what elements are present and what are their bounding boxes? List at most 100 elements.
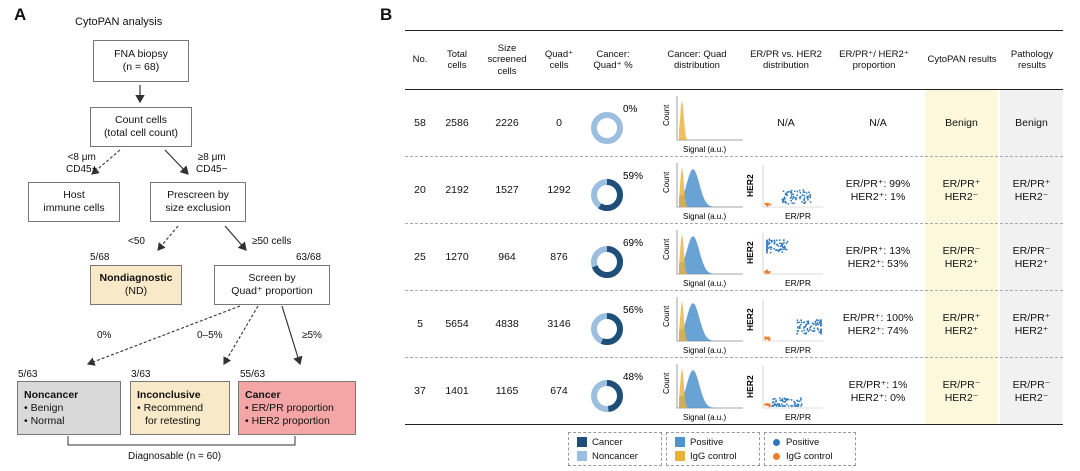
scatter-positive-point [771,405,773,407]
donut-chart: 56% [591,305,643,345]
scatter-positive-point [810,325,812,328]
legend-scatter: Positive IgG control [764,432,856,466]
top-rule [405,30,1063,31]
scatter-positive-point [775,239,778,242]
header-erpr-vs-her2: ER/PR vs. HER2 distribution [750,48,822,72]
cancer-box: Cancer • ER/PR proportion • HER2 proport… [238,381,356,435]
lt50-label: <50 [128,236,145,247]
scatter-positive-point [801,194,804,196]
header-cancer-quad-dist: Cancer: Quad distribution [667,48,727,72]
nd-count: 5/68 [90,252,110,263]
scatter-axes [762,366,823,409]
scatter-positive-point [772,398,774,400]
prescreen-box: Prescreen by size exclusion [150,182,246,222]
scatter-positive-point [820,320,822,323]
histogram-xlabel: Signal (a.u.) [683,145,726,154]
cell-proportion: N/A [833,90,923,157]
scatter-ylabel: HER2 [745,174,755,197]
histogram-ylabel: Count [662,104,671,126]
cell-no: 5 [405,291,435,358]
scatter-positive-point [783,246,786,249]
igg-swatch-icon [675,451,685,462]
header-cytopan-results: CytoPAN results [927,54,997,66]
legend-positive-label: Positive [690,437,724,448]
cytopan-line2: HER2⁻ [944,190,979,203]
scatter-positive-point [820,332,822,335]
scatter-positive-point [798,189,801,192]
scatter-positive-point [809,196,811,199]
scatter-positive-point [781,251,784,253]
nondiagnostic-box: Nondiagnostic (ND) [90,265,182,305]
scatter-positive-point [783,241,785,244]
histogram-igg-area [679,234,693,274]
scatter-positive-point [784,248,786,250]
histogram-igg-area [679,368,693,408]
cell-total-value: 2586 [445,117,469,129]
cell-quad-value: 1292 [547,184,571,196]
cytopan-column-bg [925,90,998,425]
scatter-positive-point [798,327,801,330]
scatter-positive-point [817,319,819,322]
cell-total-value: 1401 [445,385,469,397]
scatter-positive-point [769,251,772,254]
scatter-positive-point [791,202,794,204]
donut-pct-label: 59% [623,171,643,182]
proportion-erpr-value: N/A [869,117,887,129]
scatter-positive-point [782,201,784,204]
cytopan-line1: ER/PR⁺ [942,177,981,190]
histogram-positive-area [679,236,735,274]
header-erpr-her2-prop: ER/PR⁺/ HER2⁺ proportion [839,48,909,72]
scatter-positive-point [781,405,784,407]
header-quad-cells: Quad⁺ cells [544,48,574,72]
row-rule-2 [405,223,1063,224]
scatter-positive-point [797,327,799,329]
proportion-her2-value: HER2⁺: 0% [850,391,906,404]
scatter-positive-point [768,241,770,244]
arrow-count-prescreen [164,149,189,175]
scatter-igg-point [768,203,772,206]
scatter-positive-point [785,193,788,196]
nd-title: Nondiagnostic [99,272,173,284]
scatter-positive-point [796,403,799,406]
header-no: No. [412,54,428,66]
bottom-rule [405,424,1063,425]
cytopan-line1: Benign [945,117,978,129]
legend-item-cancer: Cancer [577,437,623,448]
scatter-positive-point [807,198,809,201]
scatter-positive-point [813,327,816,330]
scatter-positive-point [766,248,768,251]
scatter-positive-point [787,203,790,205]
scatter-positive-point [800,405,802,407]
size-exclusion-label: size exclusion [165,202,231,214]
pathology-line1: ER/PR⁻ [1012,378,1051,391]
scatter-igg-point [766,404,770,407]
count-cells-box: Count cells (total cell count) [90,107,192,147]
cell-cytopan: ER/PR⁺ HER2⁺ [925,291,998,358]
scatter-positive-point [783,196,786,199]
pct-0-label: 0% [97,330,112,341]
pathology-line1: ER/PR⁺ [1012,311,1051,324]
pct-0-5-label: 0–5% [197,330,223,341]
noncancer-item-normal: • Normal [24,414,65,427]
scatter-positive-point [796,332,798,335]
scatter-positive-point [796,194,798,196]
scatter-positive-point [782,248,784,251]
scatter-positive-point [801,330,803,332]
cell-total-value: 1270 [445,251,469,263]
histogram-xlabel: Signal (a.u.) [683,212,726,221]
cell-total-value: 5654 [445,318,469,330]
scatter-positive-point [816,327,819,330]
scatter-igg-point [764,271,768,274]
scatter-positive-point [787,405,790,407]
cancer-item-her2: • HER2 proportion [245,414,330,427]
scatter-positive-point [786,403,788,405]
cell-pathology: ER/PR⁻ HER2⁺ [1000,224,1063,291]
scatter-positive-point [799,192,802,194]
scatter-positive-point [790,199,792,202]
scatter-ylabel: HER2 [745,308,755,331]
scatter-positive-point [805,323,808,326]
header-cancer-quad-pct: Cancer: Quad⁺ % [593,48,633,72]
scatter-positive-point [780,405,782,407]
scatter-positive-point [794,190,796,192]
scatter-positive-point [796,319,799,322]
